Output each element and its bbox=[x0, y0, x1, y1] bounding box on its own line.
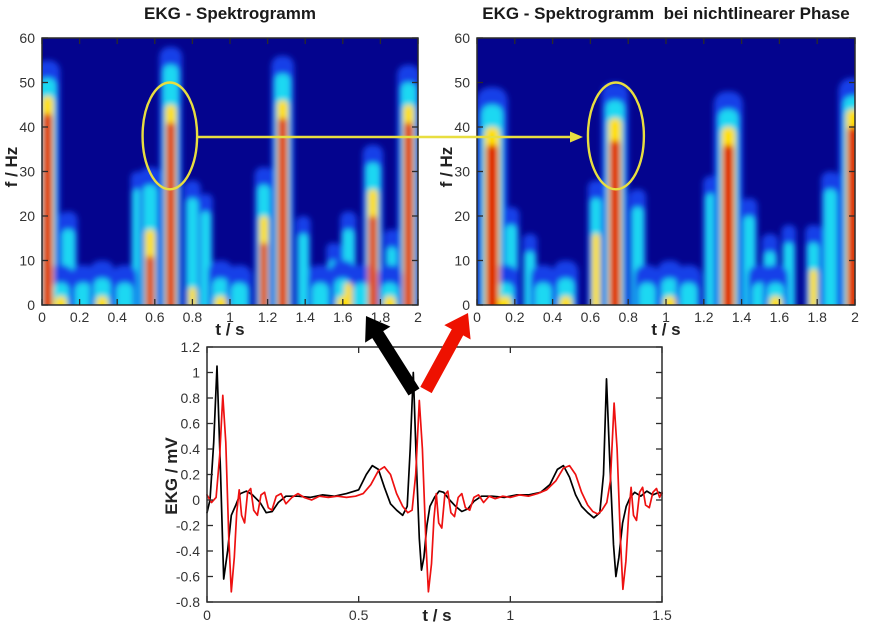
ekg-xlabel: t / s bbox=[422, 606, 452, 625]
svg-text:0: 0 bbox=[462, 297, 470, 313]
svg-text:0: 0 bbox=[192, 492, 200, 508]
x-axis-ticks: 0 0.2 0.4 0.6 0.8 1 1.2 1.4 1.6 1.8 2 bbox=[473, 38, 859, 325]
red-block-arrow bbox=[420, 313, 471, 394]
spectrogram-heatmap bbox=[42, 46, 418, 305]
x-axis-ticks: 0 0.5 1 1.5 bbox=[203, 347, 672, 623]
black-block-arrow bbox=[365, 316, 420, 396]
svg-text:0.5: 0.5 bbox=[349, 607, 369, 623]
plot-background bbox=[207, 347, 662, 602]
ekg-ylabel: EKG / mV bbox=[162, 437, 181, 515]
svg-text:1.8: 1.8 bbox=[807, 309, 827, 325]
svg-text:10: 10 bbox=[454, 253, 470, 269]
svg-text:60: 60 bbox=[454, 30, 470, 46]
svg-text:-0.8: -0.8 bbox=[176, 594, 200, 610]
svg-text:20: 20 bbox=[19, 208, 35, 224]
svg-text:50: 50 bbox=[19, 75, 35, 91]
ekg-line-plot: 0 0.5 1 1.51.210.80.60.40.20-0.2-0.4-0.6-0.… bbox=[176, 340, 672, 623]
svg-text:0.2: 0.2 bbox=[181, 467, 201, 483]
legend-ekg-roh: EKG roh bbox=[228, 350, 302, 370]
spectrogram-background bbox=[42, 38, 418, 305]
svg-text:1.8: 1.8 bbox=[371, 309, 391, 325]
svg-text:50: 50 bbox=[454, 75, 470, 91]
ekg-iir-gefiltert-trace bbox=[206, 394, 663, 593]
svg-text:40: 40 bbox=[19, 119, 35, 135]
legend-ekg-iir-gefiltert: EKG IIR-gefiltert bbox=[240, 391, 380, 411]
spectrogram-right-ylabel: f / Hz bbox=[437, 146, 456, 188]
svg-text:-0.4: -0.4 bbox=[176, 543, 200, 559]
svg-text:1: 1 bbox=[506, 607, 514, 623]
svg-text:0: 0 bbox=[473, 309, 481, 325]
y-axis-ticks: 1.210.80.60.40.20-0.2-0.4-0.6-0.8 bbox=[176, 340, 662, 610]
svg-text:0: 0 bbox=[203, 607, 211, 623]
spectrogram-right-xlabel: t / s bbox=[651, 320, 681, 339]
highlight-ellipse bbox=[141, 81, 199, 191]
svg-text:0.2: 0.2 bbox=[70, 309, 90, 325]
svg-text:60: 60 bbox=[19, 30, 35, 46]
svg-text:0.8: 0.8 bbox=[181, 390, 201, 406]
svg-text:-0.6: -0.6 bbox=[176, 569, 200, 585]
svg-text:0.4: 0.4 bbox=[181, 441, 201, 457]
spectrogram-left-ylabel: f / Hz bbox=[2, 146, 21, 188]
spectrogram-heatmap bbox=[477, 78, 855, 305]
svg-text:10: 10 bbox=[19, 253, 35, 269]
svg-text:20: 20 bbox=[454, 208, 470, 224]
svg-text:0: 0 bbox=[38, 309, 46, 325]
yellow-connector-arrow-head bbox=[570, 131, 583, 143]
spectrogram-left-xlabel: t / s bbox=[215, 320, 245, 339]
plot-frame bbox=[41, 37, 419, 306]
svg-text:0.2: 0.2 bbox=[505, 309, 525, 325]
svg-text:1.2: 1.2 bbox=[181, 340, 201, 355]
svg-text:1.5: 1.5 bbox=[652, 607, 672, 623]
axes: 0 0.5 1 1.51.210.80.60.40.20-0.2-0.4-0.6-0.… bbox=[176, 340, 672, 623]
x-axis-ticks: 0 0.2 0.4 0.6 0.8 1 1.2 1.4 1.6 1.8 2 bbox=[38, 38, 422, 325]
plot-frame bbox=[206, 346, 663, 603]
svg-text:2: 2 bbox=[851, 309, 859, 325]
svg-text:0.6: 0.6 bbox=[181, 416, 201, 432]
highlight-ellipse bbox=[586, 81, 646, 191]
spectrogram-left-title: EKG - Spektrogramm bbox=[144, 4, 316, 23]
svg-text:40: 40 bbox=[454, 119, 470, 135]
spectrogram-background bbox=[477, 38, 855, 305]
svg-text:1: 1 bbox=[192, 365, 200, 381]
svg-text:2: 2 bbox=[414, 309, 422, 325]
plot-frame bbox=[476, 37, 856, 306]
svg-text:0: 0 bbox=[27, 297, 35, 313]
spectrogram-right-title: EKG - Spektrogramm bei nichtlinearer Pha… bbox=[482, 4, 850, 23]
